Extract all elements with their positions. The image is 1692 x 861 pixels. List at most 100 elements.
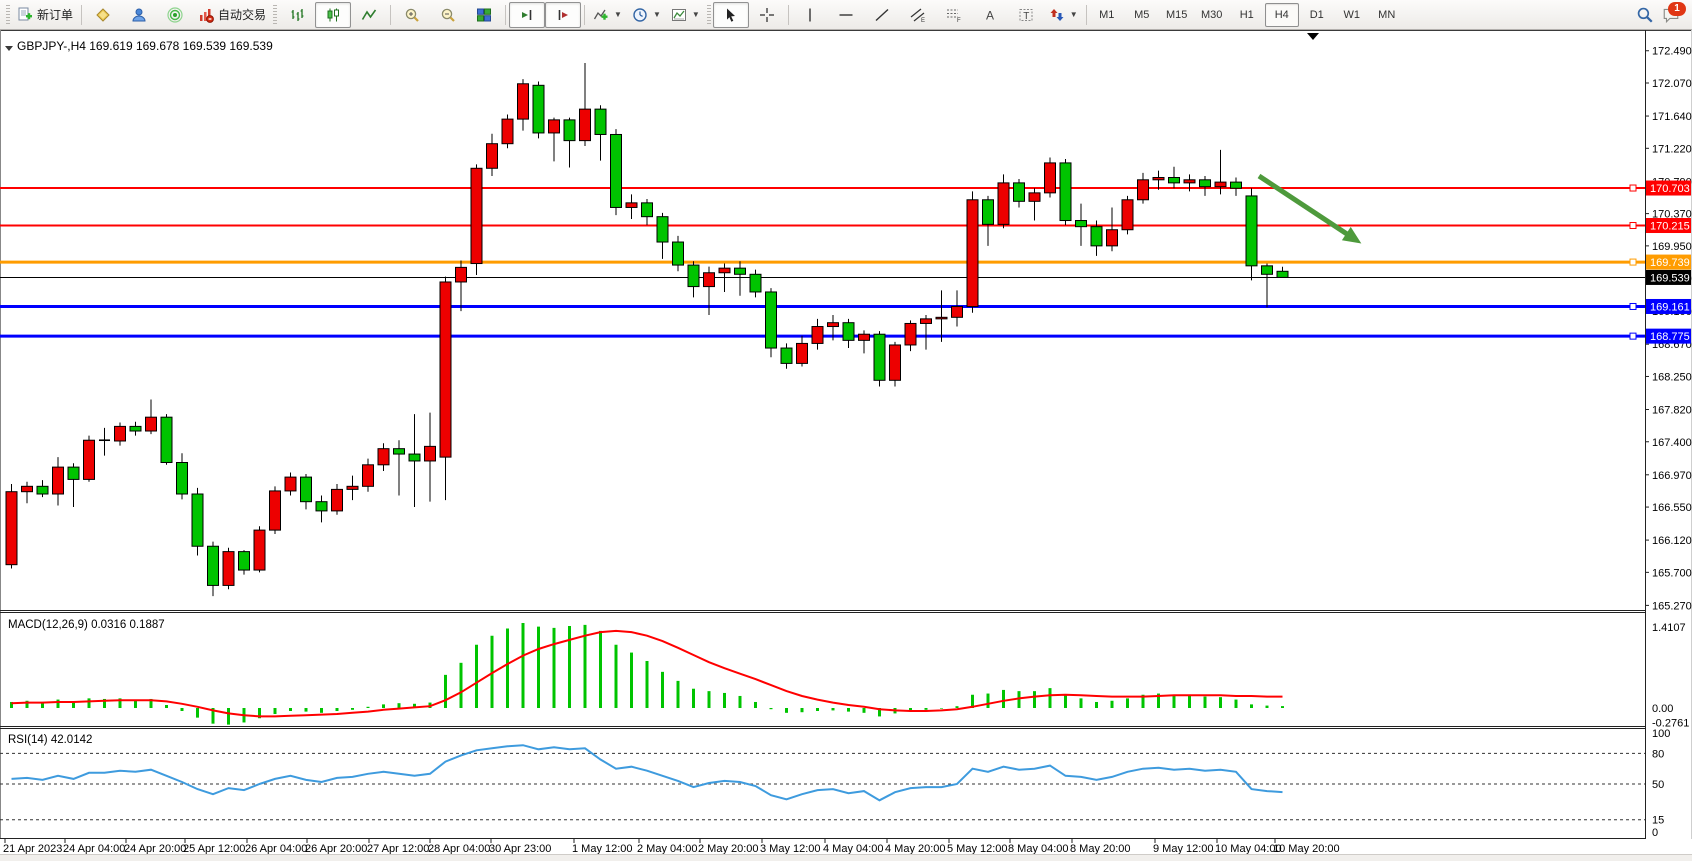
rsi-label: RSI(14) 42.0142: [8, 734, 92, 746]
price-line-badges: 170.703 170.215 169.739 169.161 168.775 169.5…: [1646, 180, 1691, 344]
bar-chart-button[interactable]: [279, 2, 315, 28]
toolbar-grip: [706, 4, 711, 25]
zoom-in-button[interactable]: [394, 2, 430, 28]
new-order-button[interactable]: 新订单: [12, 2, 78, 28]
autotrading-label: 自动交易: [218, 8, 267, 22]
rsi-axis-label: 0: [1652, 827, 1658, 839]
time-axis-label: 2 May 20:00: [698, 843, 759, 855]
chart-title: GBPJPY-,H4 169.619 169.678 169.539 169.5…: [17, 39, 273, 53]
chevron-down-icon: ▼: [1069, 10, 1078, 19]
chevron-down-icon: ▼: [614, 10, 622, 19]
fibonacci-button[interactable]: F: [936, 2, 972, 28]
indicators-icon: [593, 9, 608, 20]
horizontal-price-lines[interactable]: [0, 184, 1645, 340]
hline-grip[interactable]: [1629, 184, 1637, 192]
price-axis-label: 166.550: [1652, 502, 1692, 514]
hline-grip[interactable]: [1629, 302, 1637, 310]
time-axis-label: 24 Apr 20:00: [124, 843, 186, 855]
new-order-label: 新订单: [37, 8, 74, 22]
market-watch-button[interactable]: [85, 2, 121, 28]
timeframe-button-d1[interactable]: D1: [1309, 8, 1324, 21]
timeframe-button-m15[interactable]: M15: [1166, 8, 1188, 21]
sonar-icon: [167, 6, 183, 23]
trend-arrow-head: [1341, 226, 1362, 244]
chevron-down-icon: ▼: [691, 10, 700, 19]
timeframe-buttons: M1 M5 M15 M30 H1 H4 D1 W1 MN: [1090, 2, 1404, 27]
auto-scroll-icon: [522, 9, 532, 20]
navigator-button[interactable]: [157, 2, 193, 28]
chart-shift-marker[interactable]: [1307, 33, 1319, 40]
time-axis-label: 1 May 12:00: [572, 843, 633, 855]
text-button[interactable]: A: [972, 2, 1008, 28]
price-axis-label: 167.400: [1652, 437, 1692, 449]
time-axis-label: 24 Apr 04:00: [63, 843, 125, 855]
data-window-button[interactable]: [121, 2, 157, 28]
macd-axis-label: -0.2761: [1652, 718, 1689, 730]
time-axis-label: 25 Apr 12:00: [183, 843, 245, 855]
templates-button[interactable]: ▼: [666, 2, 705, 28]
timeframe-button-m30[interactable]: M30: [1201, 8, 1223, 21]
timeframe-button-w1[interactable]: W1: [1343, 8, 1360, 21]
chat-button[interactable]: 1: [1660, 1, 1686, 26]
equidistant-channel-button[interactable]: E: [900, 2, 936, 28]
price-badge-label: 170.215: [1650, 221, 1690, 233]
price-axis-label: 166.970: [1652, 470, 1692, 482]
chart-shift-button[interactable]: [545, 1, 582, 28]
arrows-button[interactable]: ▼: [1044, 2, 1083, 28]
status-bar: [0, 854, 1692, 861]
price-axis[interactable]: 172.490172.070171.640171.220170.790170.3…: [1645, 46, 1692, 839]
text-label-button[interactable]: T: [1008, 2, 1044, 28]
main-toolbar: 新订单 自动交易 ▼ ▼ ▼ E F A T ▼ M1 M5 M15 M30 H1 H4 D…: [0, 0, 1692, 30]
hline-grip[interactable]: [1629, 258, 1637, 266]
tile-windows-button[interactable]: [466, 2, 502, 28]
timeframe-button-h1[interactable]: H1: [1239, 8, 1254, 21]
timeframe-button-m1[interactable]: M1: [1099, 8, 1115, 21]
price-badge: [1646, 298, 1691, 314]
trend-arrow[interactable]: [1257, 173, 1355, 241]
timeframe-button-mn[interactable]: MN: [1378, 8, 1396, 21]
trendline-icon: [875, 8, 889, 21]
crosshair-button[interactable]: [749, 2, 785, 28]
bar-chart-icon: [291, 8, 304, 21]
periods-button[interactable]: ▼: [627, 2, 666, 28]
autotrading-icon: [200, 8, 214, 23]
time-axis-label: 27 Apr 12:00: [367, 843, 429, 855]
timeframe-button-h4[interactable]: H4: [1264, 2, 1299, 27]
hline-grip[interactable]: [1629, 222, 1637, 230]
text-label-icon: T: [1019, 8, 1033, 22]
chart-shift-icon: [558, 9, 569, 20]
chart-frame: [0, 30, 1692, 839]
line-chart-button[interactable]: [351, 2, 387, 28]
symbol-dropdown-icon[interactable]: [5, 46, 13, 51]
vertical-line-button[interactable]: [792, 2, 828, 28]
candlestick-chart-button[interactable]: [315, 1, 352, 28]
price-badge-label: 169.161: [1650, 301, 1690, 313]
time-axis-label: 28 Apr 04:00: [428, 843, 490, 855]
zoom-out-button[interactable]: [430, 2, 466, 28]
indicators-button[interactable]: ▼: [588, 2, 627, 28]
time-axis-label: 3 May 12:00: [760, 843, 821, 855]
search-icon[interactable]: [1636, 6, 1654, 24]
price-axis-label: 166.120: [1652, 535, 1692, 547]
toolbar-separator: [584, 4, 586, 25]
price-axis-label: 172.490: [1652, 46, 1692, 58]
cursor-button[interactable]: [712, 1, 749, 28]
hline-grip[interactable]: [1629, 332, 1637, 340]
price-axis-label: 165.270: [1652, 600, 1692, 612]
line-chart-icon: [361, 9, 377, 20]
chart-window[interactable]: 172.490172.070171.640171.220170.790170.3…: [0, 30, 1692, 855]
annotations[interactable]: [1257, 33, 1366, 250]
auto-scroll-button[interactable]: [509, 1, 546, 28]
horizontal-line-button[interactable]: [828, 2, 864, 28]
rsi-axis-label: 100: [1652, 728, 1670, 740]
price-badge-label: 169.739: [1650, 257, 1690, 269]
equidistant-channel-icon: E: [910, 8, 925, 23]
time-axis-label: 2 May 04:00: [637, 843, 698, 855]
trendline-button[interactable]: [864, 2, 900, 28]
rsi-axis-label: 50: [1652, 779, 1664, 791]
timeframe-button-m5[interactable]: M5: [1134, 8, 1150, 21]
autotrading-button[interactable]: 自动交易: [193, 2, 271, 28]
macd-axis-label: 1.4107: [1652, 622, 1686, 634]
time-axis-label: 30 Apr 23:00: [489, 843, 551, 855]
